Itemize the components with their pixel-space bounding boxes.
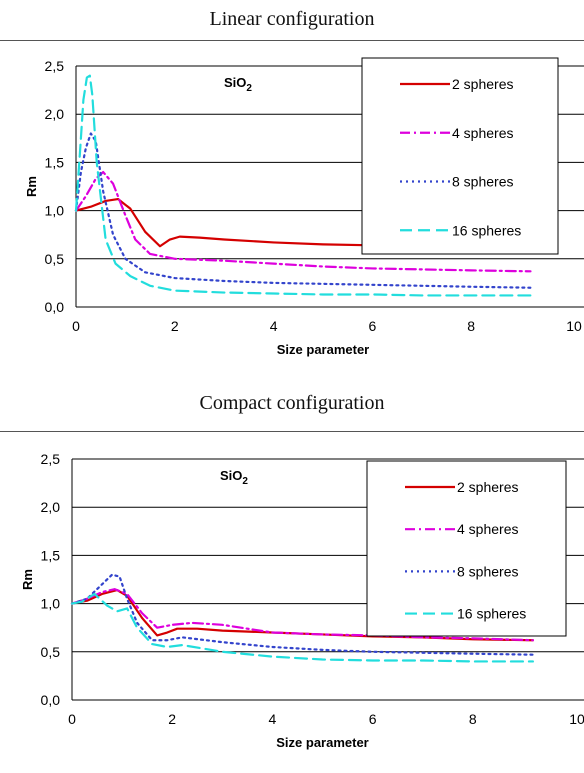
series-line [70,589,535,642]
x-tick-label: 10 [569,711,584,727]
y-tick-label: 2,0 [45,106,65,122]
legend-label: 16 spheres [457,606,526,622]
y-tick-label: 0,5 [45,251,65,267]
legend-label: 8 spheres [452,174,513,190]
legend-box [366,460,567,637]
linear-configuration-chart: 0,0 0,5 1,0 1,5 2,0 2,5 0 2 4 6 8 10 Size parameter R… [24,57,584,357]
y-tick-label: 0,0 [41,692,61,708]
x-tick-label: 10 [566,318,582,334]
y-tick-label: 1,5 [45,154,65,170]
x-tick-label: 0 [68,711,76,727]
y-tick-label: 2,0 [41,499,61,515]
y-tick-label: 1,0 [41,596,61,612]
divider-top [0,40,584,41]
y-tick-label: 1,0 [45,203,65,219]
series-line [70,573,535,656]
x-tick-label: 8 [469,711,477,727]
y-tick-label: 2,5 [45,58,65,74]
y-axis-label: Rm [20,569,35,590]
y-tick-label: 1,5 [41,547,61,563]
legend-box [361,57,559,255]
compact-configuration-chart: 0,0 0,5 1,0 1,5 2,0 2,5 0 2 4 6 8 10 Size parameter R… [20,451,584,750]
legend-label: 4 spheres [457,521,518,537]
x-axis-label: Size parameter [277,342,370,357]
x-tick-label: 0 [72,318,80,334]
series-line [70,592,535,663]
material-subscript: 2 [246,83,252,94]
y-axis-label: Rm [24,176,39,197]
x-tick-label: 6 [369,318,377,334]
material-subscript: 2 [242,476,248,487]
legend-label: 2 spheres [457,479,518,495]
divider-middle [0,431,584,432]
legend-label: 2 spheres [452,76,513,92]
series-line [74,170,532,273]
legend-label: 8 spheres [457,563,518,579]
x-tick-label: 6 [369,711,377,727]
chart-title-compact: Compact configuration [199,392,385,414]
material-annotation: SiO2 [224,75,252,94]
x-tick-label: 2 [171,318,179,334]
y-tick-label: 2,5 [41,451,61,467]
y-tick-label: 0,0 [45,299,65,315]
x-tick-label: 2 [168,711,176,727]
material-annotation: SiO2 [220,468,248,487]
x-axis-label: Size parameter [276,735,369,750]
x-tick-label: 4 [270,318,278,334]
x-tick-label: 8 [467,318,475,334]
y-tick-label: 0,5 [41,644,61,660]
x-tick-label: 4 [269,711,277,727]
series-line [74,74,532,297]
legend-label: 4 spheres [452,125,513,141]
chart-title-linear: Linear configuration [209,8,375,30]
series-line [74,132,532,289]
legend-label: 16 spheres [452,222,521,238]
